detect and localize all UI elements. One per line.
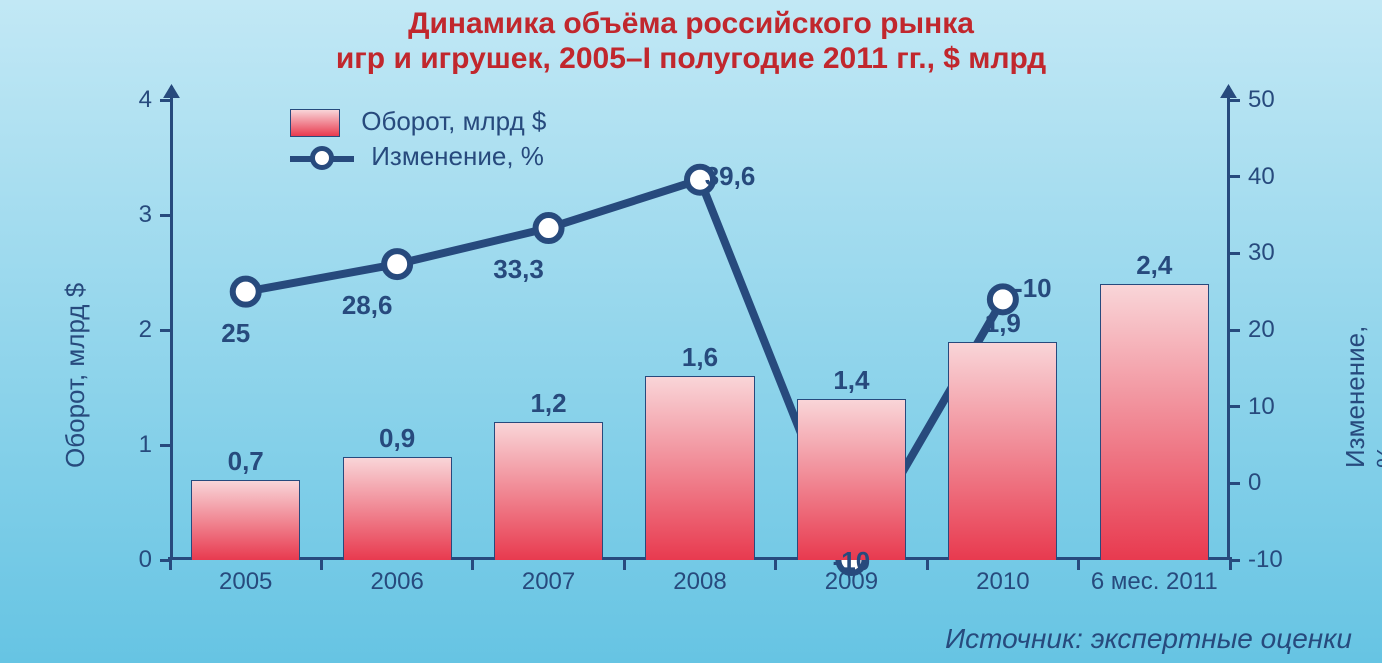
- line-value-label: 28,6: [327, 290, 407, 321]
- right-tick-label: 20: [1248, 316, 1275, 344]
- bar: [494, 422, 603, 560]
- bar-value-label: 1,2: [494, 388, 603, 419]
- bar-value-label: 1,6: [645, 342, 754, 373]
- line-value-label: -10: [811, 546, 891, 577]
- line-value-label: 39,6: [690, 161, 770, 192]
- left-tick-label: 3: [139, 201, 152, 229]
- source-text: Источник: экспертные оценки: [945, 623, 1352, 655]
- left-y-axis-title: Оборот, млрд $: [60, 283, 91, 468]
- chart-title: Динамика объёма российского рынка игр и …: [0, 6, 1382, 77]
- left-tick-label: 4: [139, 86, 152, 114]
- line-value-label: 25: [196, 318, 276, 349]
- right-tick-label: 0: [1248, 469, 1261, 497]
- left-tick-label: 0: [139, 546, 152, 574]
- bar-value-label: 1,9: [948, 308, 1057, 339]
- line-marker: [233, 279, 259, 305]
- bar: [948, 342, 1057, 561]
- line-marker: [536, 215, 562, 241]
- x-category-label: 6 мес. 2011: [1079, 568, 1230, 596]
- legend-bar-row: Оборот, млрд $: [290, 106, 546, 137]
- bar-value-label: 0,9: [343, 423, 452, 454]
- x-category-label: 2007: [473, 568, 624, 596]
- legend-bar-swatch: [290, 109, 340, 137]
- x-category-label: 2010: [927, 568, 1078, 596]
- line-marker: [384, 251, 410, 277]
- bar: [797, 399, 906, 560]
- line-value-label: -10: [993, 273, 1073, 304]
- right-tick-label: 40: [1248, 163, 1275, 191]
- legend-line-label: Изменение, %: [371, 141, 544, 171]
- legend-line-swatch: [290, 145, 354, 171]
- right-tick-label: 30: [1248, 239, 1275, 267]
- legend-line-row: Изменение, %: [290, 141, 546, 172]
- x-category-label: 2006: [321, 568, 472, 596]
- bar-value-label: 1,4: [797, 365, 906, 396]
- line-value-label: 33,3: [479, 254, 559, 285]
- legend: Оборот, млрд $ Изменение, %: [290, 106, 546, 172]
- left-tick-label: 2: [139, 316, 152, 344]
- left-tick-label: 1: [139, 431, 152, 459]
- bar: [645, 376, 754, 560]
- bar: [191, 480, 300, 561]
- x-category-label: 2005: [170, 568, 321, 596]
- legend-bar-label: Оборот, млрд $: [361, 106, 546, 136]
- bar-value-label: 0,7: [191, 446, 300, 477]
- right-tick-label: 10: [1248, 393, 1275, 421]
- right-tick-label: 50: [1248, 86, 1275, 114]
- chart-root: Динамика объёма российского рынка игр и …: [0, 0, 1382, 663]
- x-category-label: 2008: [624, 568, 775, 596]
- right-tick-label: -10: [1248, 546, 1283, 574]
- bar-value-label: 2,4: [1100, 250, 1209, 281]
- right-y-axis-title: Изменение, %: [1340, 326, 1382, 468]
- bar: [343, 457, 452, 561]
- bar: [1100, 284, 1209, 560]
